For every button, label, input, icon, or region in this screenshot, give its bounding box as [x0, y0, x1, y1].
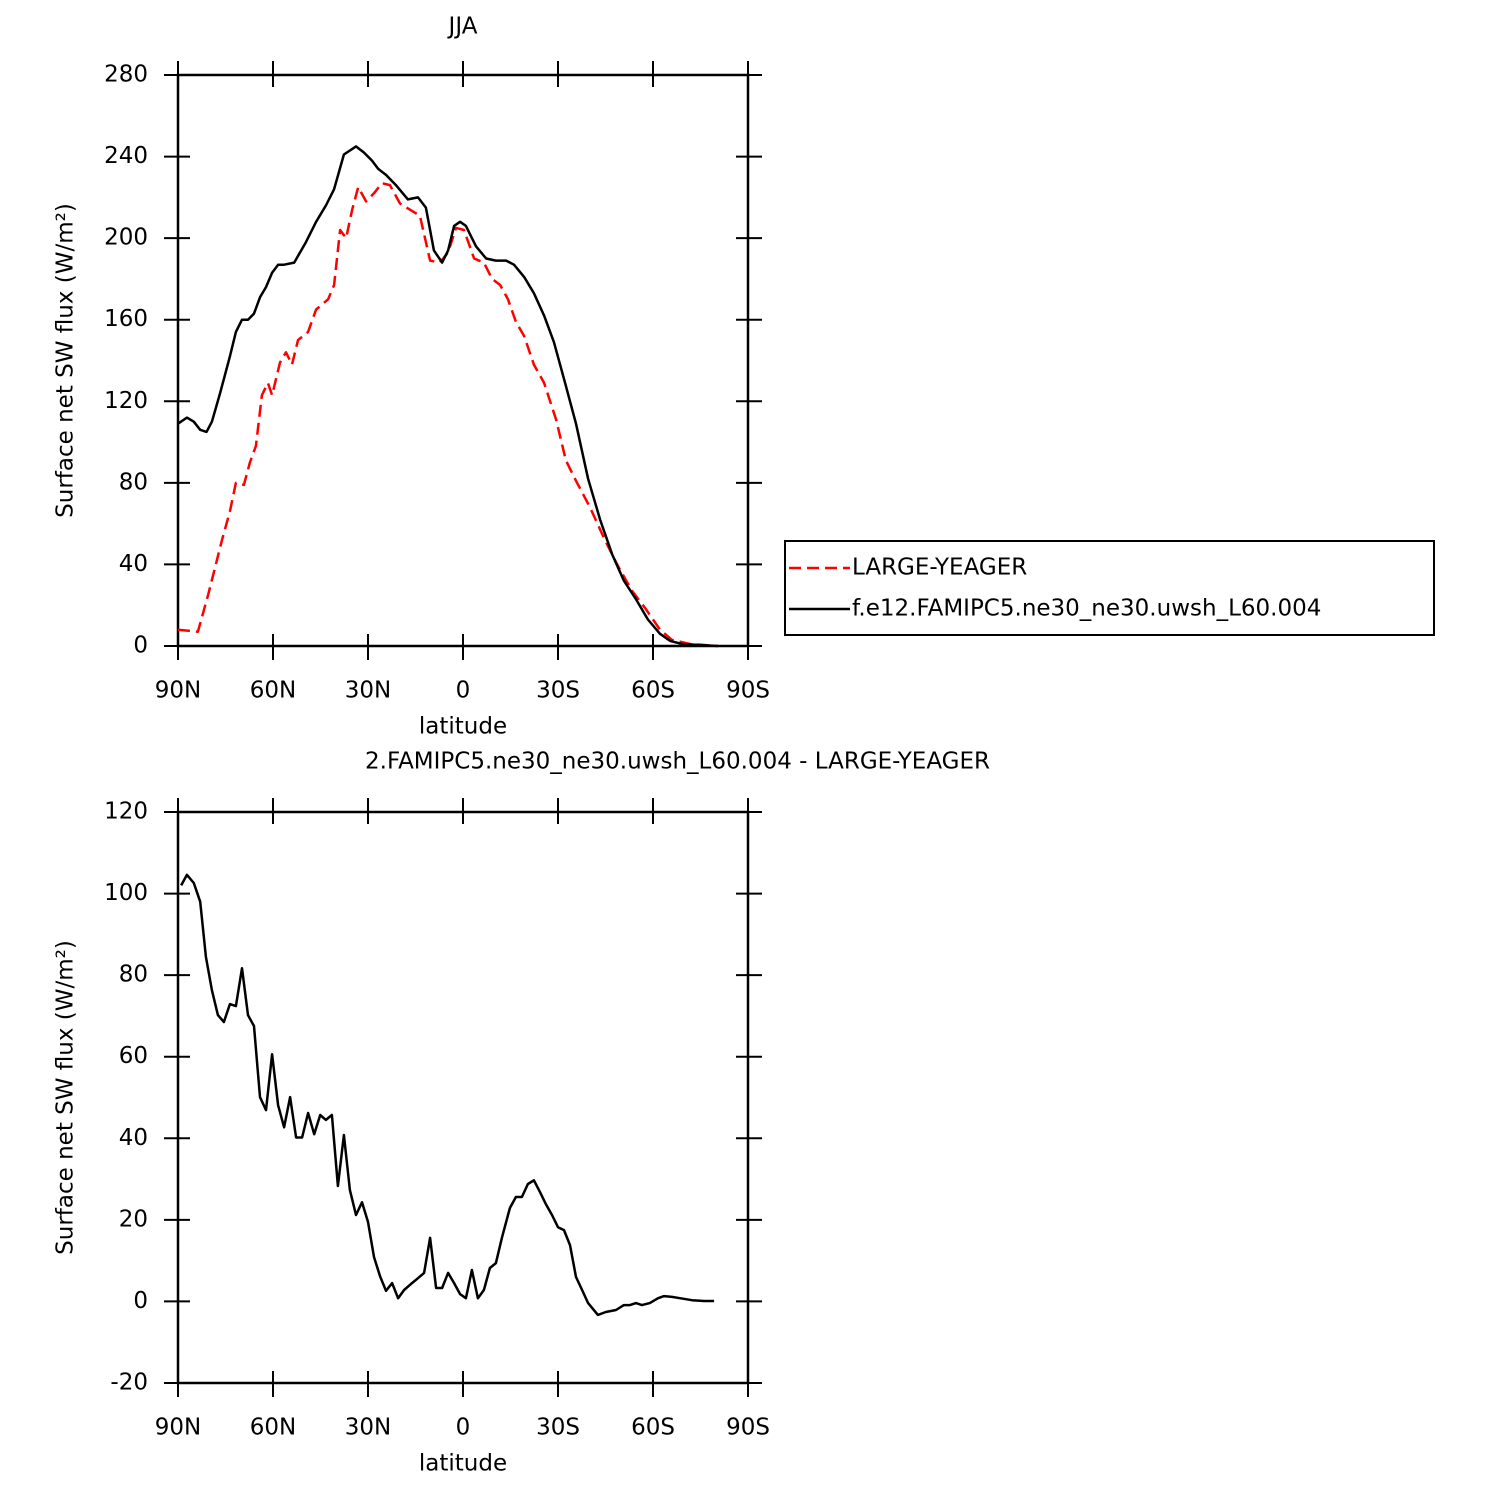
x-tick-label: 0 [456, 1415, 471, 1441]
y-tick-label: 0 [133, 633, 148, 659]
x-tick-label: 0 [456, 678, 471, 704]
x-tick-label: 90S [726, 1415, 770, 1441]
y-tick-label: 80 [119, 469, 148, 495]
x-tick-label: 30S [536, 678, 580, 704]
x-axis-label: latitude [419, 714, 507, 740]
data-line [177, 181, 718, 648]
y-tick-label: 40 [119, 1125, 148, 1151]
y-tick-label: 120 [104, 388, 148, 414]
x-axis-label: latitude [419, 1451, 507, 1477]
y-tick-label: 60 [119, 1043, 148, 1069]
x-tick-label: 90N [155, 678, 201, 704]
y-tick-label: 240 [104, 143, 148, 169]
chart-title: JJA [447, 14, 478, 40]
y-tick-label: 20 [119, 1206, 148, 1232]
x-tick-label: 90S [726, 678, 770, 704]
legend-box [784, 540, 1435, 636]
x-tick-label: 60N [250, 678, 296, 704]
y-tick-label: 0 [133, 1288, 148, 1314]
y-tick-label: 280 [104, 62, 148, 88]
y-tick-label: 120 [104, 799, 148, 825]
y-tick-label: 100 [104, 880, 148, 906]
y-axis-label: Surface net SW flux (W/m²) [53, 940, 79, 1255]
y-tick-label: 80 [119, 962, 148, 988]
y-tick-label: 200 [104, 225, 148, 251]
x-tick-label: 60N [250, 1415, 296, 1441]
x-tick-label: 90N [155, 1415, 201, 1441]
y-tick-label: 160 [104, 306, 148, 332]
legend-label: LARGE-YEAGER [852, 555, 1027, 581]
chart-title: 2.FAMIPC5.ne30_ne30.uwsh_L60.004 - LARGE… [365, 749, 990, 775]
x-tick-label: 30S [536, 1415, 580, 1441]
data-line [180, 873, 715, 1317]
y-axis-label: Surface net SW flux (W/m²) [53, 203, 79, 518]
legend-label: f.e12.FAMIPC5.ne30_ne30.uwsh_L60.004 [852, 596, 1321, 622]
plot-frame [176, 810, 750, 1385]
x-tick-label: 30N [345, 1415, 391, 1441]
plot-frame [176, 73, 750, 648]
y-tick-label: -20 [110, 1370, 148, 1396]
data-line [177, 145, 718, 648]
x-tick-label: 30N [345, 678, 391, 704]
x-tick-label: 60S [631, 678, 675, 704]
y-tick-label: 40 [119, 551, 148, 577]
x-tick-label: 60S [631, 1415, 675, 1441]
